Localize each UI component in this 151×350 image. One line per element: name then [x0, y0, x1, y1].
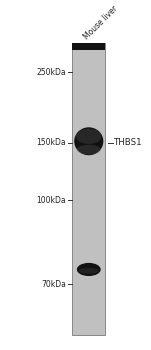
Text: 150kDa: 150kDa	[37, 138, 66, 147]
Text: THBS1: THBS1	[114, 138, 143, 147]
Ellipse shape	[79, 268, 99, 274]
Text: 250kDa: 250kDa	[37, 68, 66, 77]
Text: Mouse liver: Mouse liver	[82, 4, 120, 41]
Ellipse shape	[77, 263, 101, 276]
Ellipse shape	[74, 127, 103, 155]
Bar	[72, 43, 105, 335]
Text: 100kDa: 100kDa	[37, 196, 66, 205]
Ellipse shape	[76, 128, 102, 144]
Bar	[72, 43, 105, 50]
Text: 70kDa: 70kDa	[41, 280, 66, 289]
Ellipse shape	[77, 145, 101, 155]
